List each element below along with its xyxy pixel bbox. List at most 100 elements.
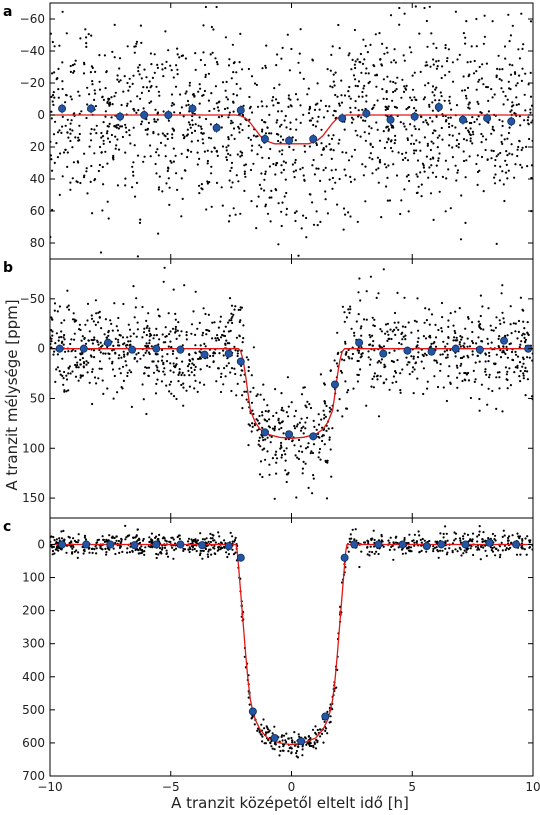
binned-point [116, 112, 125, 121]
raw-point [443, 99, 446, 102]
raw-point [389, 14, 393, 17]
raw-point [405, 151, 408, 154]
raw-point [94, 323, 97, 326]
raw-point [100, 131, 103, 135]
raw-point [243, 380, 246, 383]
raw-point [380, 64, 384, 67]
raw-point [393, 321, 396, 324]
raw-point [529, 111, 532, 114]
raw-point [280, 735, 283, 739]
raw-point [528, 137, 531, 141]
raw-point [507, 169, 510, 172]
raw-point [482, 42, 485, 45]
raw-point [519, 163, 522, 166]
raw-point [177, 321, 180, 324]
model-curve [50, 114, 533, 145]
raw-point [219, 336, 223, 339]
raw-point [152, 371, 156, 374]
raw-point [426, 380, 429, 383]
raw-point [411, 74, 414, 77]
y-tick-label: 80 [30, 236, 45, 250]
raw-point [137, 109, 140, 112]
raw-point [282, 160, 285, 163]
raw-point [164, 67, 167, 70]
raw-point [129, 340, 132, 343]
raw-point [88, 330, 91, 333]
raw-point [454, 331, 457, 335]
raw-point [314, 731, 317, 735]
raw-point [508, 535, 511, 538]
raw-point [308, 108, 311, 111]
raw-point [430, 32, 433, 35]
panel-letter: a [3, 4, 12, 20]
raw-point [268, 729, 271, 732]
raw-point [84, 28, 87, 31]
raw-point [480, 544, 483, 547]
raw-point [274, 742, 277, 745]
raw-point [356, 349, 359, 352]
raw-point [204, 73, 207, 76]
raw-point [447, 116, 450, 119]
raw-point [164, 30, 167, 33]
raw-point [434, 323, 437, 326]
raw-point [373, 538, 376, 542]
raw-point [176, 53, 179, 56]
raw-point [319, 458, 322, 461]
raw-point [413, 319, 416, 322]
raw-point [75, 180, 78, 183]
raw-point [349, 106, 352, 109]
raw-point [191, 123, 194, 126]
raw-point [262, 398, 266, 401]
raw-point [326, 68, 329, 71]
raw-point [456, 550, 459, 553]
raw-point [232, 93, 235, 96]
raw-point [135, 353, 138, 356]
raw-point [73, 112, 76, 115]
raw-point [161, 333, 164, 336]
raw-point [161, 68, 164, 71]
raw-point [230, 304, 234, 307]
raw-point [231, 321, 234, 325]
raw-point [309, 737, 312, 740]
raw-point [341, 415, 344, 418]
raw-point [230, 389, 233, 393]
raw-point [373, 375, 376, 378]
raw-point [325, 404, 328, 408]
raw-point [66, 131, 69, 134]
raw-point [136, 328, 139, 331]
raw-point [461, 379, 464, 383]
raw-point [425, 155, 428, 158]
raw-point [393, 349, 396, 352]
raw-point [392, 90, 395, 94]
raw-point [477, 320, 480, 323]
raw-point [384, 332, 387, 335]
raw-point [264, 66, 267, 69]
raw-point [233, 308, 236, 311]
raw-point [161, 190, 164, 193]
raw-point [476, 154, 479, 157]
raw-point [445, 349, 449, 352]
raw-point [221, 546, 224, 550]
raw-point [188, 550, 191, 554]
raw-point [514, 72, 517, 75]
raw-point [100, 327, 103, 330]
raw-point [401, 368, 404, 371]
raw-point [135, 534, 138, 537]
raw-point [434, 88, 437, 91]
raw-point [360, 325, 363, 328]
raw-point [398, 341, 401, 345]
raw-point [306, 93, 309, 96]
raw-point [466, 345, 469, 348]
raw-point [391, 125, 394, 128]
raw-point [376, 378, 379, 381]
raw-point [257, 195, 260, 198]
raw-point [475, 45, 478, 48]
raw-point [146, 127, 149, 130]
raw-point [356, 359, 359, 363]
raw-point [101, 535, 104, 538]
raw-point [295, 210, 298, 213]
raw-point [486, 158, 489, 161]
raw-point [470, 121, 473, 125]
y-tick-label: 0 [37, 537, 45, 551]
panel-letter: b [3, 260, 13, 276]
